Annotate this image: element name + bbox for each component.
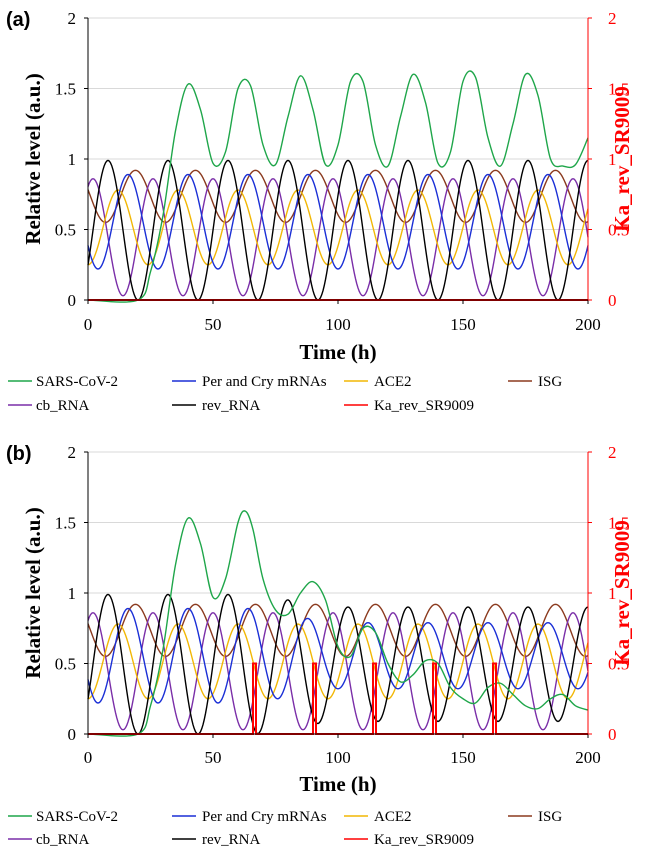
legend-label: ISG	[538, 374, 562, 390]
y-tick-label: 1.5	[55, 514, 76, 533]
y2-tick-label: 1.5	[608, 514, 629, 533]
panel-label: (a)	[6, 9, 30, 31]
y-tick-label: 0.5	[55, 221, 76, 240]
series-line-sars-cov-2	[87, 70, 589, 303]
y2-axis-label: Ka_rev_SR9009	[610, 86, 634, 231]
x-tick-label: 100	[325, 315, 351, 334]
series-line-ka-rev-sr9009	[88, 662, 588, 735]
legend-label: SARS-CoV-2	[36, 374, 118, 390]
series-line-per-and-cry-mrnas	[87, 173, 589, 270]
x-tick-label: 0	[84, 748, 93, 767]
x-tick-label: 150	[450, 748, 476, 767]
legend-label: ACE2	[374, 809, 412, 825]
y-axis-label: Relative level (a.u.)	[21, 73, 45, 244]
series-line-isg	[87, 169, 589, 224]
y-axis-label: Relative level (a.u.)	[21, 507, 45, 678]
legend-label: SARS-CoV-2	[36, 809, 118, 825]
series-line-per-and-cry-mrnas	[87, 607, 589, 704]
x-tick-label: 50	[205, 315, 222, 334]
legend: SARS-CoV-2 Per and Cry mRNAs ACE2 ISG cb_RNA…	[8, 809, 562, 848]
x-axis-label: Time (h)	[299, 772, 376, 796]
x-tick-label: 200	[575, 748, 601, 767]
series-line-cb-rna	[87, 177, 589, 297]
y-tick-label: 1	[68, 150, 77, 169]
legend-label: cb_RNA	[36, 832, 89, 848]
y-tick-label: 0	[68, 725, 77, 744]
y-tick-label: 1	[68, 584, 77, 603]
legend-label: Per and Cry mRNAs	[202, 809, 327, 825]
x-tick-label: 150	[450, 315, 476, 334]
legend-label: rev_RNA	[202, 832, 260, 848]
y-tick-label: 0	[68, 291, 77, 310]
y2-tick-label: 0	[608, 725, 617, 744]
y2-tick-label: 1	[608, 150, 617, 169]
legend: SARS-CoV-2 Per and Cry mRNAs ACE2 ISG cb_RNA…	[8, 374, 562, 414]
y-tick-label: 1.5	[55, 80, 76, 99]
y2-tick-label: 0.5	[608, 221, 629, 240]
legend-label: Ka_rev_SR9009	[374, 832, 474, 848]
y2-tick-label: 0	[608, 291, 617, 310]
y2-tick-label: 2	[608, 9, 617, 28]
y2-axis-label: Ka_rev_SR9009	[610, 520, 634, 665]
x-tick-label: 50	[205, 748, 222, 767]
legend-label: ACE2	[374, 374, 412, 390]
legend-label: Ka_rev_SR9009	[374, 398, 474, 414]
x-axis-label: Time (h)	[299, 340, 376, 364]
x-tick-label: 200	[575, 315, 601, 334]
series-line-rev-rna	[87, 159, 589, 301]
legend-label: cb_RNA	[36, 398, 89, 414]
series-line-rev-rna	[87, 593, 589, 735]
y-tick-label: 0.5	[55, 655, 76, 674]
panel-label: (b)	[6, 443, 32, 465]
x-tick-label: 0	[84, 315, 93, 334]
series-line-ace2	[87, 623, 589, 700]
series-line-isg	[87, 603, 589, 658]
legend-label: rev_RNA	[202, 398, 260, 414]
y2-tick-label: 1.5	[608, 80, 629, 99]
y2-tick-label: 1	[608, 584, 617, 603]
series-line-sars-cov-2	[87, 510, 589, 737]
legend-label: ISG	[538, 809, 562, 825]
y2-tick-label: 0.5	[608, 655, 629, 674]
series-line-cb-rna	[87, 611, 589, 731]
series-line-ace2	[87, 189, 589, 266]
legend-label: Per and Cry mRNAs	[202, 374, 327, 390]
y-tick-label: 2	[68, 443, 77, 462]
y-tick-label: 2	[68, 9, 77, 28]
x-tick-label: 100	[325, 748, 351, 767]
y2-tick-label: 2	[608, 443, 617, 462]
